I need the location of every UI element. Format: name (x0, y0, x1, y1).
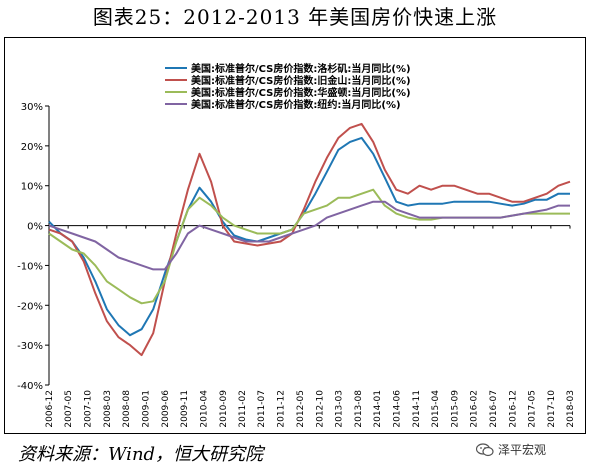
y-tick-label: -30% (17, 341, 43, 352)
x-tick-label: 2006-12 (45, 390, 55, 428)
series-line-1 (48, 122, 571, 357)
source-note: 资料来源：Wind，恒大研究院 (18, 444, 264, 465)
figure-title: 图表25：2012-2013 年美国房价快速上涨 (92, 5, 498, 29)
x-tick-label: 2007-10 (84, 390, 94, 428)
x-tick-label: 2014-06 (392, 390, 402, 428)
y-tick-label: -20% (17, 301, 43, 312)
line-chart: -40% -30% -20% -10% 0% 10% 20% 30% 2006-12 2007-0… (17, 62, 576, 428)
y-tick-label: 10% (21, 182, 43, 193)
x-tick-label: 2016-12 (508, 390, 518, 428)
x-tick-label: 2008-08 (122, 390, 132, 428)
wechat-icon (476, 442, 494, 456)
watermark: 泽平宏观 (476, 441, 546, 458)
y-tick-label: 0% (27, 222, 43, 233)
series-line-2 (48, 188, 570, 305)
y-tick-label: 20% (21, 142, 43, 153)
x-tick-label: 2015-09 (450, 390, 460, 428)
x-tick-label: 2017-05 (527, 390, 537, 428)
x-tick-label: 2011-07 (257, 390, 267, 428)
x-tick-label: 2007-05 (64, 390, 74, 428)
x-tick-label: 2016-02 (470, 390, 480, 428)
x-tick-label: 2009-01 (142, 390, 152, 428)
watermark-label: 泽平宏观 (498, 443, 547, 457)
x-tick-label: 2008-03 (103, 390, 113, 428)
x-tick-label: 2014-11 (412, 390, 422, 428)
legend-label-1: 美国:标准普尔/CS房价指数:旧金山:当月同比(%) (191, 74, 411, 87)
x-tick-label: 2014-01 (373, 390, 383, 428)
x-tick-label: 2013-03 (334, 390, 344, 428)
x-tick-label: 2009-11 (180, 390, 190, 428)
y-tick-label: 30% (21, 102, 43, 113)
legend-label-0: 美国:标准普尔/CS房价指数:洛杉矶:当月同比(%) (191, 62, 411, 75)
y-tick-label: -10% (17, 261, 43, 272)
x-tick-label: 2016-07 (489, 390, 499, 428)
x-tick-label: 2018-03 (566, 390, 576, 428)
chart-frame: -40% -30% -20% -10% 0% 10% 20% 30% 2006-12 2007-0… (4, 37, 586, 434)
series-line-0 (48, 136, 570, 337)
x-tick-label: 2015-04 (431, 390, 441, 428)
x-tick-label: 2011-02 (238, 390, 248, 428)
series-line-3 (48, 200, 570, 271)
x-tick-label: 2012-10 (315, 390, 325, 428)
x-tick-label: 2017-10 (547, 390, 557, 428)
y-tick-label: -40% (17, 381, 43, 392)
x-tick-label: 2012-05 (296, 390, 306, 428)
x-tick-label: 2010-09 (219, 390, 229, 428)
x-tick-label: 2011-12 (277, 390, 287, 428)
x-tick-label: 2009-06 (161, 390, 171, 428)
x-tick-label: 2010-04 (199, 390, 209, 428)
x-tick-label: 2013-08 (354, 390, 364, 428)
legend-label-3: 美国:标准普尔/CS房价指数:纽约:当月同比(%) (191, 98, 401, 111)
legend-label-2: 美国:标准普尔/CS房价指数:华盛顿:当月同比(%) (191, 86, 411, 99)
